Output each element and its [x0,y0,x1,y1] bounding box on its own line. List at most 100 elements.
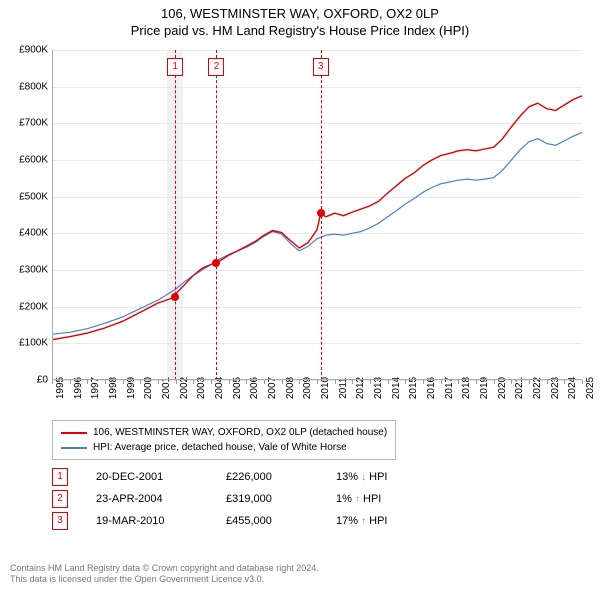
x-tick-mark [458,380,459,384]
x-tick-mark [176,380,177,384]
y-tick-label: £300K [2,265,48,276]
sales-row-delta: 17% ↑ HPI [336,515,446,527]
x-tick-label: 2004 [214,377,225,399]
x-tick-mark [70,380,71,384]
title-line-2: Price paid vs. HM Land Registry's House … [0,23,600,40]
x-tick-label: 2001 [161,377,172,399]
x-tick-label: 2018 [461,377,472,399]
x-tick-label: 2014 [391,377,402,399]
x-tick-label: 2009 [302,377,313,399]
y-tick-label: £0 [2,375,48,386]
chart-area: £0£100K£200K£300K£400K£500K£600K£700K£80… [52,50,582,380]
footer-line-2: This data is licensed under the Open Gov… [10,574,319,586]
sales-table-row: 223-APR-2004£319,0001% ↑ HPI [52,488,446,510]
x-tick-mark [317,380,318,384]
series-price_paid [52,96,582,340]
title-block: 106, WESTMINSTER WAY, OXFORD, OX2 0LP Pr… [0,0,600,40]
y-tick-label: £400K [2,228,48,239]
x-tick-mark [476,380,477,384]
sale-marker [212,259,220,267]
x-tick-mark [352,380,353,384]
x-tick-mark [511,380,512,384]
sale-flag: 1 [167,58,183,76]
x-tick-mark [370,380,371,384]
legend-swatch [61,432,87,434]
x-tick-label: 2012 [355,377,366,399]
x-tick-mark [140,380,141,384]
y-tick-label: £500K [2,191,48,202]
x-tick-mark [264,380,265,384]
x-tick-label: 2023 [550,377,561,399]
x-tick-label: 2016 [426,377,437,399]
x-tick-mark [211,380,212,384]
x-tick-label: 2019 [479,377,490,399]
y-tick-label: £100K [2,338,48,349]
sales-row-price: £455,000 [226,515,336,527]
x-tick-mark [564,380,565,384]
legend-swatch [61,447,87,449]
y-tick-label: £700K [2,118,48,129]
sale-vline [175,50,177,380]
sales-table-row: 1 20-DEC-2001£226,00013% ↓ HPI [52,466,446,488]
sales-row-price: £226,000 [226,471,336,483]
x-tick-label: 2021 [514,377,525,399]
x-tick-mark [335,380,336,384]
x-tick-mark [158,380,159,384]
sale-vline [216,50,218,380]
series-hpi [52,133,582,335]
x-tick-mark [529,380,530,384]
x-tick-mark [246,380,247,384]
x-tick-mark [423,380,424,384]
x-tick-mark [441,380,442,384]
x-tick-label: 2006 [249,377,260,399]
x-tick-mark [582,380,583,384]
x-tick-mark [123,380,124,384]
x-tick-mark [299,380,300,384]
x-tick-mark [494,380,495,384]
x-tick-label: 2013 [373,377,384,399]
footer-line-1: Contains HM Land Registry data © Crown c… [10,563,319,575]
x-tick-mark [193,380,194,384]
x-tick-label: 2025 [585,377,596,399]
x-tick-label: 2011 [338,377,349,399]
legend: 106, WESTMINSTER WAY, OXFORD, OX2 0LP (d… [52,420,396,460]
x-tick-label: 2015 [408,377,419,399]
x-tick-label: 2005 [232,377,243,399]
x-tick-mark [52,380,53,384]
y-tick-label: £800K [2,81,48,92]
x-tick-label: 2008 [285,377,296,399]
x-tick-mark [229,380,230,384]
x-tick-label: 2003 [196,377,207,399]
x-tick-label: 2024 [567,377,578,399]
legend-row: HPI: Average price, detached house, Vale… [61,440,387,455]
sales-row-flag: 2 [52,490,68,508]
sales-row-flag: 3 [52,512,68,530]
y-tick-label: £600K [2,155,48,166]
x-tick-mark [547,380,548,384]
sales-table: 1 20-DEC-2001£226,00013% ↓ HPI 2 23-APR-200… [52,466,446,532]
x-tick-label: 2010 [320,377,331,399]
sale-marker [317,209,325,217]
sales-row-date: 23-APR-2004 [96,493,226,505]
footer: Contains HM Land Registry data © Crown c… [10,563,319,586]
sales-row-delta: 13% ↓ HPI [336,471,446,483]
y-tick-label: £200K [2,301,48,312]
x-tick-mark [87,380,88,384]
x-tick-label: 1997 [90,377,101,399]
x-tick-label: 2002 [179,377,190,399]
x-tick-label: 1996 [73,377,84,399]
x-tick-mark [105,380,106,384]
legend-label: HPI: Average price, detached house, Vale… [93,440,347,455]
x-tick-label: 2022 [532,377,543,399]
x-tick-label: 1995 [55,377,66,399]
y-tick-label: £900K [2,45,48,56]
sale-marker [171,293,179,301]
sales-row-price: £319,000 [226,493,336,505]
legend-label: 106, WESTMINSTER WAY, OXFORD, OX2 0LP (d… [93,425,387,440]
sales-row-flag: 1 [52,468,68,486]
x-tick-mark [405,380,406,384]
sale-flag: 3 [313,58,329,76]
sales-row-date: 20-DEC-2001 [96,471,226,483]
sale-flag: 2 [208,58,224,76]
x-tick-label: 2017 [444,377,455,399]
